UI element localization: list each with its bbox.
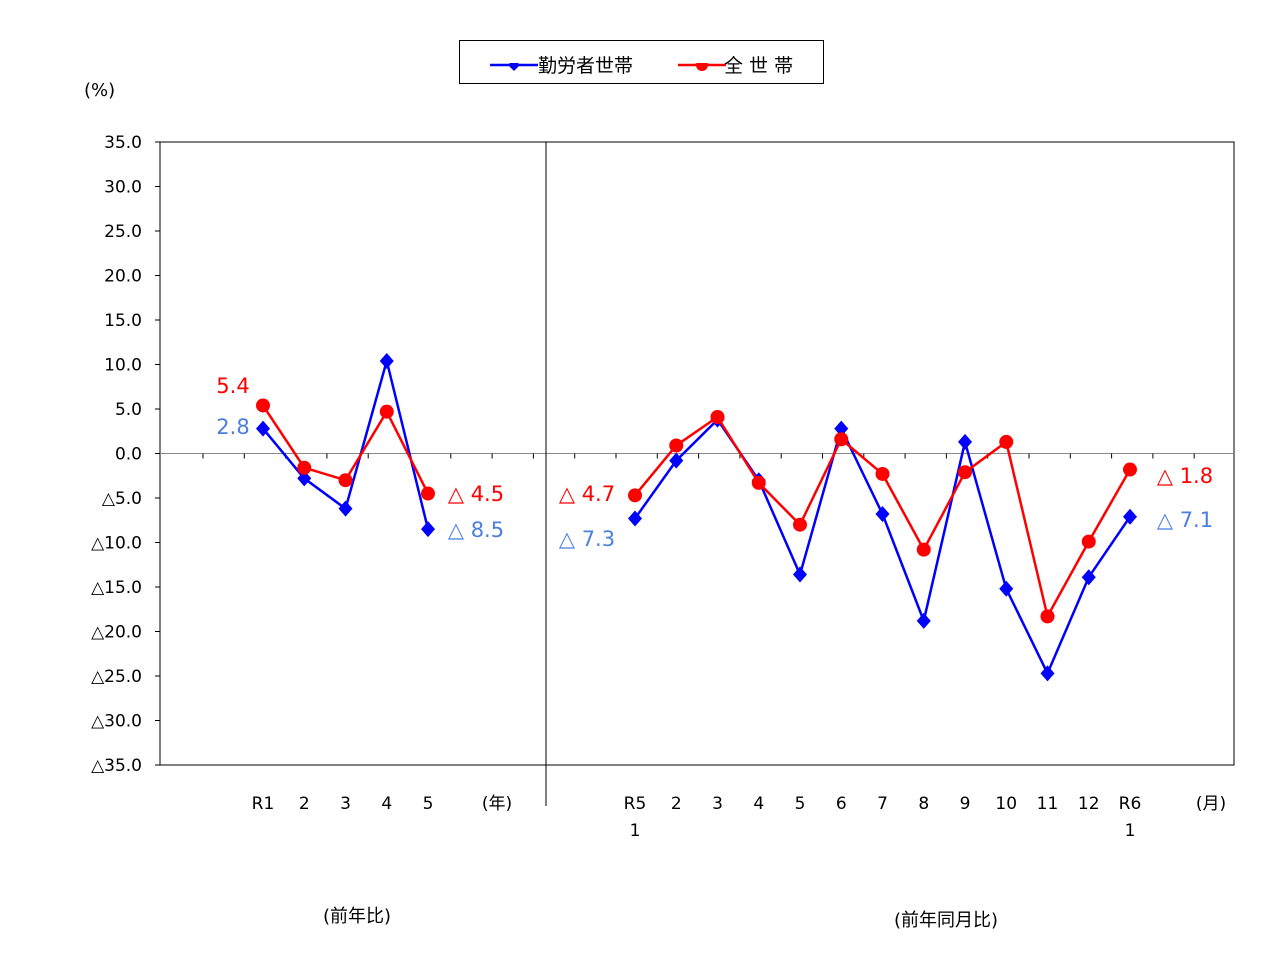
y-tick-label: △15.0	[91, 578, 142, 598]
data-annotation: 5.4	[216, 374, 249, 398]
data-point-all	[834, 432, 849, 447]
data-point-all	[338, 473, 353, 488]
data-annotation: △ 1.8	[1157, 464, 1213, 488]
x-category-label: 3	[712, 794, 723, 814]
x-category-label: R6	[1119, 794, 1142, 814]
data-point-all	[916, 542, 931, 557]
data-point-workers	[256, 420, 270, 437]
x-category-label: 1	[630, 821, 641, 841]
x-category-label: 4	[381, 794, 392, 814]
data-point-all	[379, 404, 394, 419]
y-tick-label: 15.0	[104, 311, 142, 331]
data-point-all	[1123, 462, 1137, 477]
data-point-all	[751, 475, 766, 490]
x-category-label: R1	[252, 794, 275, 814]
x-category-label: 12	[1078, 794, 1100, 814]
series-line-workers	[633, 417, 1132, 677]
data-point-workers	[628, 510, 642, 527]
data-point-workers	[875, 506, 890, 523]
data-point-workers	[297, 470, 312, 487]
y-tick-label: △25.0	[91, 667, 142, 687]
data-point-all	[421, 486, 435, 501]
x-category-label: 1	[1125, 821, 1136, 841]
x-category-label: R5	[624, 794, 647, 814]
data-point-workers	[958, 433, 972, 450]
data-point-all	[1040, 609, 1055, 624]
data-point-all	[958, 465, 972, 480]
legend-swatch-all	[678, 63, 726, 71]
y-tick-label: △20.0	[91, 623, 142, 643]
data-point-workers	[421, 521, 435, 538]
data-point-all	[793, 517, 807, 532]
data-point-all	[710, 410, 725, 425]
data-point-workers	[916, 612, 931, 629]
data-point-workers	[834, 420, 849, 437]
data-point-workers	[1040, 665, 1055, 682]
y-tick-label: 25.0	[104, 222, 142, 242]
data-annotation: △ 4.5	[448, 482, 504, 506]
data-point-workers	[793, 566, 807, 583]
x-category-label: 11	[1037, 794, 1059, 814]
data-annotation: △ 8.5	[448, 518, 504, 542]
y-tick-label: △35.0	[91, 756, 142, 776]
x-category-label: 5	[423, 794, 434, 814]
x-category-label: 10	[995, 794, 1017, 814]
y-tick-label: △30.0	[91, 712, 142, 732]
y-tick-label: 35.0	[104, 133, 142, 153]
x-unit-label: (年)	[482, 794, 512, 814]
y-tick-label: 5.0	[115, 400, 142, 420]
data-point-workers	[379, 352, 394, 369]
data-point-all	[999, 434, 1014, 449]
x-category-label: 9	[960, 794, 971, 814]
data-point-workers	[338, 500, 353, 517]
data-annotation: △ 4.7	[559, 482, 615, 506]
data-point-workers	[1081, 569, 1096, 586]
y-tick-label: 30.0	[104, 178, 142, 198]
data-point-all	[1081, 534, 1096, 549]
x-category-label: 2	[299, 794, 310, 814]
x-category-label: 5	[795, 794, 806, 814]
x-unit-label: (月)	[1196, 794, 1226, 814]
x-category-label: 7	[877, 794, 888, 814]
legend-label-all: 全 世 帯	[724, 55, 794, 77]
data-point-all	[875, 466, 890, 481]
section-caption: (前年同月比)	[894, 910, 998, 931]
legend-swatch-workers	[490, 63, 538, 71]
y-tick-label: △10.0	[91, 534, 142, 554]
y-tick-label: △5.0	[102, 489, 142, 509]
x-category-label: 4	[753, 794, 764, 814]
x-category-label: 3	[340, 794, 351, 814]
legend-label-workers: 勤労者世帯	[538, 55, 634, 77]
x-category-label: 6	[836, 794, 847, 814]
y-tick-label: 20.0	[104, 267, 142, 287]
y-tick-label: 10.0	[104, 356, 142, 376]
data-point-all	[628, 488, 642, 503]
data-annotation: 2.8	[216, 415, 249, 439]
y-axis-unit-label: (%)	[84, 80, 116, 101]
data-point-workers	[999, 580, 1014, 597]
data-point-all	[669, 438, 684, 453]
data-point-all	[256, 398, 270, 413]
data-annotation: △ 7.1	[1157, 508, 1213, 532]
data-annotation: △ 7.3	[559, 527, 615, 551]
y-tick-label: 0.0	[115, 445, 142, 465]
x-category-label: 2	[671, 794, 682, 814]
data-point-workers	[1123, 508, 1137, 525]
section-caption: (前年比)	[323, 906, 391, 927]
x-category-label: 8	[918, 794, 929, 814]
data-point-workers	[669, 452, 684, 469]
legend: 勤労者世帯 全 世 帯	[459, 40, 824, 84]
data-point-all	[297, 460, 312, 475]
